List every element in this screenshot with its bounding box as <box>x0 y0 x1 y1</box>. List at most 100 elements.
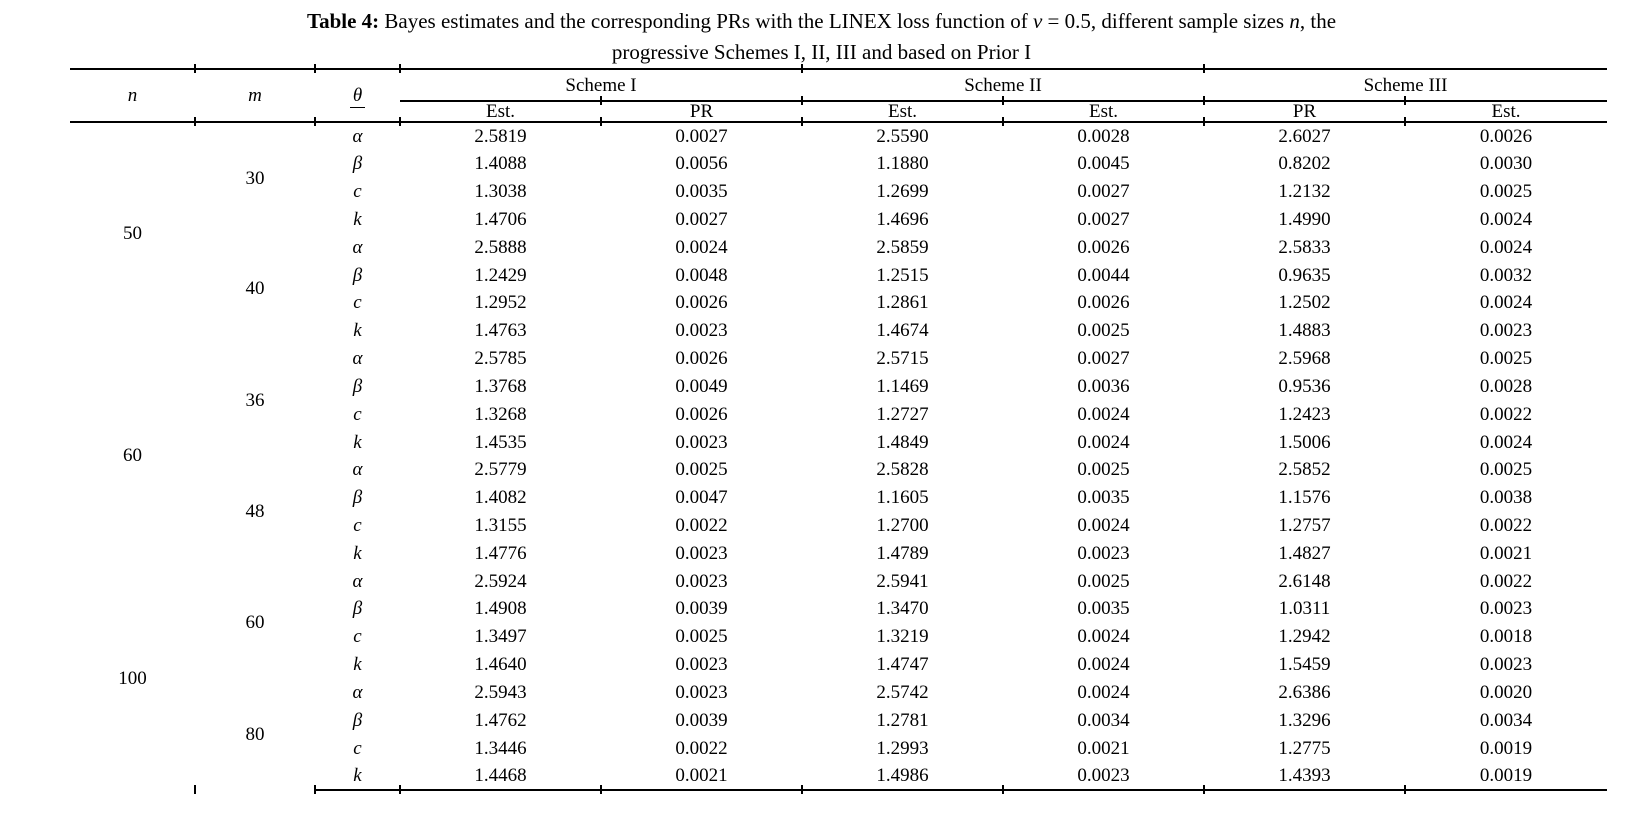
estimate-value: 1.1469 <box>876 375 929 397</box>
theta-parameter: α <box>352 570 363 592</box>
estimate-value: 1.5006 <box>1278 431 1331 453</box>
column-tick <box>1203 784 1205 794</box>
estimate-value: 1.4849 <box>876 431 929 453</box>
theta-parameter: k <box>353 320 362 342</box>
estimate-value: 1.4535 <box>474 431 527 453</box>
table-row: 40 α 2.5888 0.0024 2.5859 0.0026 2.5833 0.0024 <box>70 233 1607 299</box>
theta-parameter: c <box>353 181 362 203</box>
estimate-value: 0.0026 <box>1479 125 1533 147</box>
table-row: β 1.4082 0.0047 1.1605 0.0035 1.1576 0.0038 <box>70 484 1607 512</box>
theta-parameter: k <box>315 762 400 791</box>
caption-text-3: , the <box>1299 9 1337 33</box>
m-value: 30 <box>245 167 265 189</box>
estimate-value: 0.0034 <box>1479 709 1533 731</box>
theta-parameter: α <box>352 681 363 703</box>
estimate-value: 0.0023 <box>1077 542 1130 564</box>
table-row: k 1.4706 0.0027 1.4696 0.0027 1.4990 0.0024 <box>70 205 1607 233</box>
estimate-value: 0.0023 <box>675 654 728 676</box>
column-tick <box>399 116 401 126</box>
estimate-value: 2.6386 <box>1278 681 1331 703</box>
estimate-value: 1.4789 <box>876 542 929 564</box>
estimate-value: 1.4468 <box>400 762 601 791</box>
estimate-value: 0.0026 <box>675 348 728 370</box>
estimate-value: 1.4990 <box>1278 208 1331 230</box>
estimate-value: 0.0024 <box>1077 403 1130 425</box>
estimate-value: 0.0020 <box>1479 681 1533 703</box>
estimate-value: 0.0021 <box>1077 737 1130 759</box>
estimate-value: 0.0023 <box>675 542 728 564</box>
column-tick <box>1404 116 1406 126</box>
estimate-value: 1.4763 <box>474 320 527 342</box>
estimate-value: 0.0023 <box>675 570 728 592</box>
estimate-value: 1.4640 <box>474 654 527 676</box>
m-value: 36 <box>245 389 265 411</box>
estimate-value: 2.5859 <box>876 236 929 258</box>
column-tick <box>801 784 803 794</box>
estimate-value: 1.3219 <box>876 626 929 648</box>
theta-parameter: c <box>353 292 362 314</box>
estimate-value: 0.0022 <box>1479 515 1533 536</box>
estimate-value: 0.0032 <box>1479 264 1533 286</box>
estimate-value: 0.0021 <box>601 762 803 791</box>
column-tick <box>1002 116 1004 126</box>
estimate-value: 1.4088 <box>474 153 527 175</box>
column-tick <box>1002 784 1004 794</box>
estimate-value: 0.0024 <box>1077 515 1130 536</box>
table-header: n m θ Scheme I Scheme II Scheme III Est.… <box>70 68 1608 123</box>
table-row: k 1.4535 0.0023 1.4849 0.0024 1.5006 0.0024 <box>70 428 1607 456</box>
estimate-value: 0.0024 <box>1077 431 1130 453</box>
column-tick <box>1002 95 1004 105</box>
estimate-value: 1.3268 <box>474 403 527 425</box>
scheme-header-row: n m θ Scheme I Scheme II Scheme III <box>70 68 1608 123</box>
estimate-value: 0.0030 <box>1479 153 1533 175</box>
estimate-value: 1.4986 <box>802 762 1004 791</box>
theta-symbol: θ <box>349 85 366 108</box>
column-tick <box>600 116 602 126</box>
estimate-value: 0.9536 <box>1278 375 1331 397</box>
estimate-value: 0.0022 <box>675 737 728 759</box>
estimate-value: 0.0023 <box>675 320 728 342</box>
theta-parameter: k <box>353 431 362 453</box>
estimate-value: 0.0035 <box>675 181 728 203</box>
estimate-value: 2.5941 <box>876 570 929 592</box>
estimate-value: 1.2132 <box>1278 181 1331 203</box>
column-tick <box>600 95 602 105</box>
column-tick <box>801 116 803 126</box>
estimate-value: 0.0034 <box>1077 709 1130 731</box>
column-tick <box>1404 95 1406 105</box>
estimate-value: 0.0035 <box>1077 598 1130 620</box>
estimate-value: 1.3446 <box>474 737 527 759</box>
estimate-value: 2.6148 <box>1278 570 1331 592</box>
estimate-value: 1.4827 <box>1278 542 1331 564</box>
estimate-value: 1.2861 <box>876 292 929 314</box>
subheader-pr-1: PR <box>601 101 803 123</box>
estimate-value: 1.2699 <box>876 181 929 203</box>
column-tick <box>194 784 196 794</box>
estimate-value: 0.0049 <box>675 375 728 397</box>
estimate-value: 0.0026 <box>1077 292 1130 314</box>
estimate-value: 1.4908 <box>474 598 527 620</box>
estimate-value: 1.2781 <box>876 709 929 731</box>
theta-parameter: c <box>353 515 362 536</box>
theta-parameter: β <box>352 375 363 397</box>
estimate-value: 1.3768 <box>474 375 527 397</box>
estimate-value: 0.0039 <box>675 709 728 731</box>
estimate-value: 1.3155 <box>474 515 527 536</box>
estimate-value: 0.0023 <box>675 431 728 453</box>
estimate-value: 0.0024 <box>1077 681 1130 703</box>
estimate-value: 0.0048 <box>675 264 728 286</box>
estimate-value: 0.0023 <box>1479 598 1533 620</box>
estimate-value: 1.5459 <box>1278 654 1331 676</box>
m-value: 48 <box>245 501 265 523</box>
estimate-value: 1.4762 <box>474 709 527 731</box>
table-row: c 1.3446 0.0022 1.2993 0.0021 1.2775 0.0019 <box>70 734 1607 762</box>
column-tick <box>801 95 803 105</box>
theta-parameter: β <box>352 153 363 175</box>
estimate-value: 0.0024 <box>1479 236 1533 258</box>
estimate-value: 0.0027 <box>675 208 728 230</box>
estimate-value: 0.0045 <box>1077 153 1130 175</box>
estimate-value: 1.1880 <box>876 153 929 175</box>
estimate-value: 2.5828 <box>876 459 929 481</box>
column-header-theta: θ <box>315 68 400 123</box>
estimate-value: 0.0026 <box>675 403 728 425</box>
